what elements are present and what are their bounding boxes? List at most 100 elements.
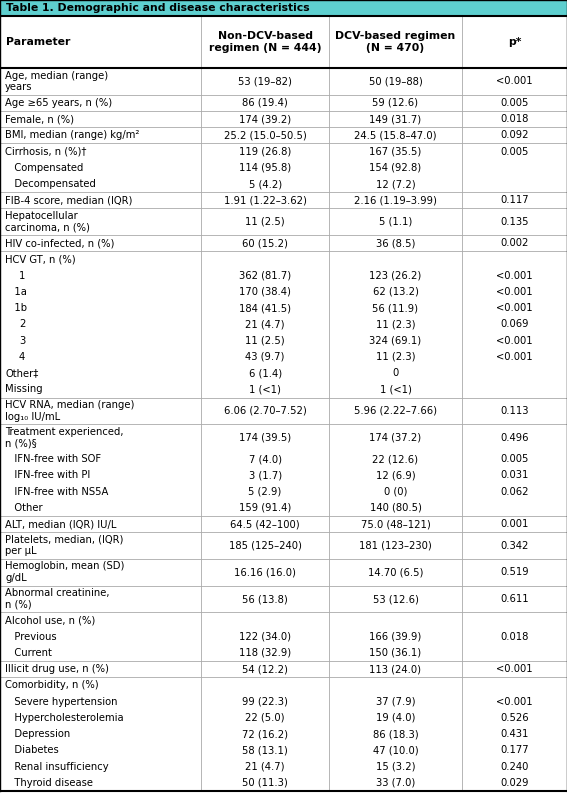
Text: 118 (32.9): 118 (32.9)	[239, 648, 291, 658]
Text: Comorbidity, n (%): Comorbidity, n (%)	[5, 681, 99, 691]
Text: 3: 3	[19, 335, 26, 346]
Text: 24.5 (15.8–47.0): 24.5 (15.8–47.0)	[354, 130, 437, 141]
Text: 185 (125–240): 185 (125–240)	[229, 541, 302, 551]
Text: 167 (35.5): 167 (35.5)	[369, 146, 422, 157]
Text: 21 (4.7): 21 (4.7)	[246, 320, 285, 329]
Text: Compensated: Compensated	[5, 163, 83, 173]
Text: 0.113: 0.113	[500, 406, 529, 416]
Text: Treatment experienced,
n (%)§: Treatment experienced, n (%)§	[5, 427, 124, 448]
Text: 50 (11.3): 50 (11.3)	[242, 778, 288, 788]
Text: 2: 2	[19, 320, 26, 329]
Text: 1 (<1): 1 (<1)	[249, 385, 281, 394]
Text: 64.5 (42–100): 64.5 (42–100)	[230, 519, 300, 529]
Text: Hemoglobin, mean (SD)
g/dL: Hemoglobin, mean (SD) g/dL	[5, 561, 124, 583]
Text: 181 (123–230): 181 (123–230)	[359, 541, 432, 551]
Text: 72 (16.2): 72 (16.2)	[242, 729, 288, 739]
Text: Severe hypertension: Severe hypertension	[5, 696, 117, 707]
Text: 53 (12.6): 53 (12.6)	[373, 594, 418, 604]
Text: <0.001: <0.001	[496, 335, 533, 346]
Text: 86 (18.3): 86 (18.3)	[373, 729, 418, 739]
Bar	[0, 16, 567, 68]
Text: 0.526: 0.526	[500, 713, 529, 723]
Text: 0.001: 0.001	[500, 519, 529, 529]
Text: 62 (13.2): 62 (13.2)	[373, 287, 418, 297]
Text: 75.0 (48–121): 75.0 (48–121)	[361, 519, 430, 529]
Text: 16.16 (16.0): 16.16 (16.0)	[234, 568, 296, 577]
Text: 0.611: 0.611	[500, 594, 529, 604]
Text: 184 (41.5): 184 (41.5)	[239, 303, 291, 313]
Text: 0.342: 0.342	[500, 541, 529, 551]
Text: BMI, median (range) kg/m²: BMI, median (range) kg/m²	[5, 130, 139, 141]
Text: Cirrhosis, n (%)†: Cirrhosis, n (%)†	[5, 146, 87, 157]
Text: IFN-free with SOF: IFN-free with SOF	[5, 454, 101, 464]
Text: Illicit drug use, n (%): Illicit drug use, n (%)	[5, 665, 109, 674]
Text: 324 (69.1): 324 (69.1)	[370, 335, 421, 346]
Text: 56 (13.8): 56 (13.8)	[242, 594, 288, 604]
Text: 362 (81.7): 362 (81.7)	[239, 271, 291, 281]
Text: 0.092: 0.092	[500, 130, 529, 141]
Text: 6 (1.4): 6 (1.4)	[248, 368, 282, 378]
Text: 59 (12.6): 59 (12.6)	[373, 98, 418, 108]
Text: 99 (22.3): 99 (22.3)	[242, 696, 288, 707]
Text: FIB-4 score, median (IQR): FIB-4 score, median (IQR)	[5, 196, 132, 205]
Text: Female, n (%): Female, n (%)	[5, 114, 74, 124]
Text: 53 (19–82): 53 (19–82)	[238, 76, 292, 87]
Text: <0.001: <0.001	[496, 287, 533, 297]
Text: Age ≥65 years, n (%): Age ≥65 years, n (%)	[5, 98, 112, 108]
Text: 0.177: 0.177	[500, 746, 529, 755]
Text: 0.002: 0.002	[500, 238, 529, 248]
Text: 0.005: 0.005	[500, 98, 529, 108]
Text: IFN-free with NS5A: IFN-free with NS5A	[5, 487, 108, 497]
Text: 47 (10.0): 47 (10.0)	[373, 746, 418, 755]
Text: Other: Other	[5, 502, 43, 513]
Text: 50 (19–88): 50 (19–88)	[369, 76, 422, 87]
Text: Platelets, median, (IQR)
per μL: Platelets, median, (IQR) per μL	[5, 535, 124, 556]
Text: 170 (38.4): 170 (38.4)	[239, 287, 291, 297]
Text: 12 (7.2): 12 (7.2)	[376, 179, 415, 189]
Text: 4: 4	[19, 352, 26, 362]
Text: DCV-based regimen
(N = 470): DCV-based regimen (N = 470)	[335, 31, 456, 52]
Text: 6.06 (2.70–7.52): 6.06 (2.70–7.52)	[224, 406, 306, 416]
Text: <0.001: <0.001	[496, 271, 533, 281]
Text: <0.001: <0.001	[496, 352, 533, 362]
Text: 140 (80.5): 140 (80.5)	[370, 502, 421, 513]
Text: Hypercholesterolemia: Hypercholesterolemia	[5, 713, 124, 723]
Text: 37 (7.9): 37 (7.9)	[376, 696, 415, 707]
Text: Non-DCV-based
regimen (N = 444): Non-DCV-based regimen (N = 444)	[209, 31, 321, 52]
Text: 114 (95.8): 114 (95.8)	[239, 163, 291, 173]
Text: HCV GT, n (%): HCV GT, n (%)	[5, 254, 75, 265]
Text: IFN-free with PI: IFN-free with PI	[5, 471, 90, 480]
Text: 149 (31.7): 149 (31.7)	[370, 114, 421, 124]
Text: 0.431: 0.431	[500, 729, 529, 739]
Text: 0.117: 0.117	[500, 196, 529, 205]
Text: 11 (2.5): 11 (2.5)	[246, 217, 285, 227]
Text: 58 (13.1): 58 (13.1)	[242, 746, 288, 755]
Text: 5 (1.1): 5 (1.1)	[379, 217, 412, 227]
Text: ALT, median (IQR) IU/L: ALT, median (IQR) IU/L	[5, 519, 116, 529]
Bar	[0, 0, 567, 16]
Text: 86 (19.4): 86 (19.4)	[242, 98, 288, 108]
Text: 0.005: 0.005	[500, 146, 529, 157]
Text: Depression: Depression	[5, 729, 70, 739]
Text: 0.062: 0.062	[500, 487, 529, 497]
Text: 174 (37.2): 174 (37.2)	[370, 432, 421, 443]
Text: 11 (2.3): 11 (2.3)	[376, 320, 415, 329]
Text: Age, median (range)
years: Age, median (range) years	[5, 71, 108, 92]
Text: Thyroid disease: Thyroid disease	[5, 778, 93, 788]
Text: <0.001: <0.001	[496, 76, 533, 87]
Text: 1 (<1): 1 (<1)	[379, 385, 412, 394]
Text: 1b: 1b	[5, 303, 27, 313]
Text: 33 (7.0): 33 (7.0)	[376, 778, 415, 788]
Text: 11 (2.3): 11 (2.3)	[376, 352, 415, 362]
Text: 154 (92.8): 154 (92.8)	[370, 163, 421, 173]
Text: 0.018: 0.018	[500, 632, 529, 642]
Text: 0.135: 0.135	[500, 217, 529, 227]
Text: 54 (12.2): 54 (12.2)	[242, 665, 288, 674]
Text: 0.519: 0.519	[500, 568, 529, 577]
Text: Parameter: Parameter	[6, 37, 70, 47]
Text: 5.96 (2.22–7.66): 5.96 (2.22–7.66)	[354, 406, 437, 416]
Text: <0.001: <0.001	[496, 665, 533, 674]
Text: 0: 0	[392, 368, 399, 378]
Text: 0.018: 0.018	[500, 114, 529, 124]
Text: 0.031: 0.031	[500, 471, 529, 480]
